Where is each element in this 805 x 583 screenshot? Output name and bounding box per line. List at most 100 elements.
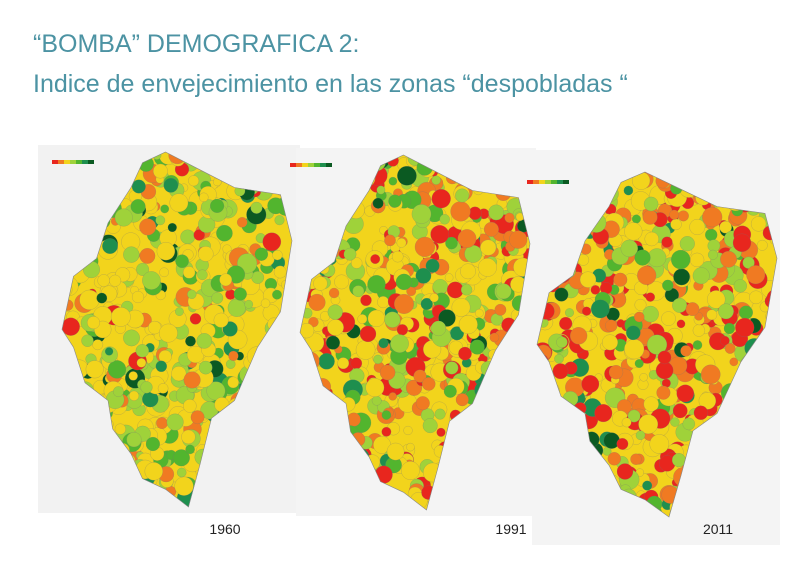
municipality [145, 437, 160, 452]
municipality [420, 298, 433, 311]
municipality [413, 369, 427, 383]
municipality [460, 263, 476, 280]
municipality [475, 309, 484, 318]
municipality [590, 285, 601, 295]
municipality [251, 271, 265, 284]
municipality [693, 405, 709, 420]
municipality [630, 453, 642, 465]
municipality [422, 377, 436, 391]
municipality [430, 320, 447, 336]
municipality [632, 172, 651, 190]
municipality [411, 204, 432, 224]
municipality [489, 332, 500, 343]
municipality [692, 324, 706, 337]
year-label: 1960 [209, 521, 240, 537]
municipality [81, 334, 94, 347]
municipality [198, 246, 214, 262]
municipality [608, 365, 624, 380]
title: “BOMBA” DEMOGRAFICA 2: [33, 30, 360, 58]
legend-swatch [58, 160, 64, 164]
municipality [639, 373, 648, 382]
municipality [559, 317, 573, 331]
municipality [390, 334, 409, 353]
municipality [376, 185, 386, 195]
municipality [308, 294, 326, 311]
municipality [708, 249, 718, 260]
municipality [156, 417, 168, 429]
municipality [85, 360, 104, 379]
municipality [102, 238, 118, 254]
subtitle: Indice de envejecimiento en las zonas “d… [33, 70, 628, 98]
municipality [244, 299, 253, 309]
municipality [607, 452, 621, 466]
municipality [329, 287, 340, 299]
municipality [724, 343, 736, 354]
municipality [107, 360, 127, 379]
municipality [484, 221, 499, 237]
municipality [672, 298, 687, 313]
municipality [132, 291, 145, 304]
municipality [670, 417, 680, 427]
municipality [371, 395, 382, 406]
legend-swatch [314, 163, 320, 167]
municipality [365, 378, 385, 397]
municipality [185, 335, 196, 347]
legend-swatch [290, 163, 296, 167]
municipality [720, 250, 737, 268]
municipality [657, 350, 672, 365]
municipality [425, 258, 440, 273]
municipality [111, 307, 131, 327]
legend-swatch [320, 163, 326, 167]
municipality [139, 248, 156, 264]
municipality [176, 467, 187, 478]
municipality [169, 193, 189, 213]
municipality [649, 434, 670, 454]
municipality [273, 265, 287, 279]
legend-swatch [551, 180, 557, 184]
municipality [461, 284, 473, 296]
municipality [504, 212, 515, 223]
municipality [661, 311, 676, 326]
municipality [172, 449, 190, 467]
municipality [326, 335, 340, 350]
municipality [114, 208, 133, 227]
municipality [632, 214, 641, 224]
municipality [729, 357, 739, 367]
legend-swatch [52, 160, 58, 164]
municipality [160, 204, 169, 214]
municipality [450, 201, 471, 222]
municipality [367, 275, 386, 294]
municipality [634, 359, 644, 368]
municipality [642, 209, 658, 225]
municipality [642, 480, 653, 491]
municipality [706, 309, 718, 321]
municipality [565, 308, 574, 318]
municipality [569, 327, 588, 345]
legend-swatch [70, 160, 76, 164]
municipality [643, 396, 659, 412]
municipality [372, 197, 384, 209]
municipality [627, 409, 641, 423]
municipality [431, 175, 441, 185]
municipality [260, 298, 271, 308]
municipality [159, 323, 178, 343]
municipality [494, 303, 507, 316]
legend-swatch [527, 180, 533, 184]
municipality [337, 357, 349, 369]
municipality [386, 442, 405, 461]
municipality [188, 175, 200, 187]
municipality [384, 311, 401, 328]
municipality [254, 247, 268, 261]
municipality [190, 410, 205, 424]
municipality [167, 223, 177, 233]
legend-swatch [302, 163, 308, 167]
municipality [155, 360, 167, 372]
municipality [634, 249, 651, 266]
municipality [671, 250, 691, 270]
municipality [718, 303, 734, 320]
municipality [139, 218, 157, 236]
municipality [616, 319, 625, 328]
municipality [626, 325, 641, 340]
map-outline [61, 151, 293, 508]
